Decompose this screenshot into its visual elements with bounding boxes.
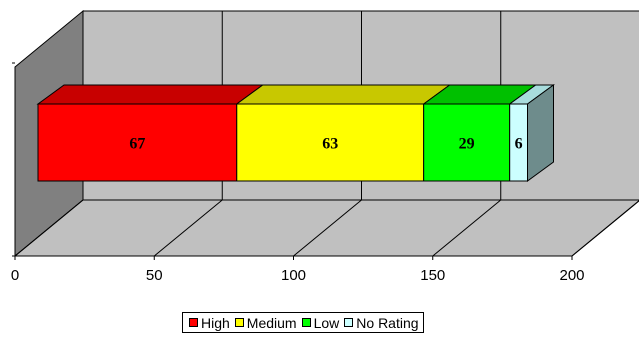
x-tick-label-2: 100 — [281, 267, 306, 284]
bar-top-medium — [235, 84, 452, 105]
gridline-floor-2 — [293, 199, 362, 257]
legend-swatch-no-rating — [344, 318, 354, 327]
x-tick-label-1: 50 — [146, 267, 163, 284]
legend-item-medium: Medium — [234, 314, 297, 331]
legend-label-low: Low — [313, 314, 340, 331]
legend: High Medium Low No Rating — [182, 312, 424, 333]
data-label-high: 67 — [129, 136, 145, 153]
legend-label-medium: Medium — [246, 314, 297, 331]
bar-side-no-rating — [527, 84, 554, 182]
x-tick-label-3: 150 — [420, 267, 445, 284]
gridline-floor-1 — [153, 199, 223, 257]
bar-low — [423, 103, 511, 182]
gridline-floor-4 — [571, 200, 639, 257]
x-tick-label-0: 0 — [11, 267, 19, 284]
data-label-no-rating: 6 — [515, 136, 523, 153]
data-label-low: 29 — [459, 136, 475, 153]
legend-item-high: High — [189, 316, 230, 330]
legend-item-low: Low — [301, 314, 340, 331]
bar-medium — [236, 103, 425, 182]
gridline-floor-0 — [14, 199, 84, 257]
legend-swatch-medium — [234, 318, 244, 327]
legend-label-no-rating: No Rating — [356, 314, 419, 331]
gridline-floor-3 — [432, 199, 502, 257]
legend-label-high: High — [201, 314, 230, 331]
legend-item-no-rating: No Rating — [344, 314, 419, 331]
bar-top-high — [36, 84, 265, 105]
x-tick-label-4: 200 — [559, 267, 584, 284]
data-label-medium: 63 — [322, 136, 338, 153]
legend-swatch-low — [301, 318, 311, 327]
legend-swatch-high — [189, 318, 198, 327]
